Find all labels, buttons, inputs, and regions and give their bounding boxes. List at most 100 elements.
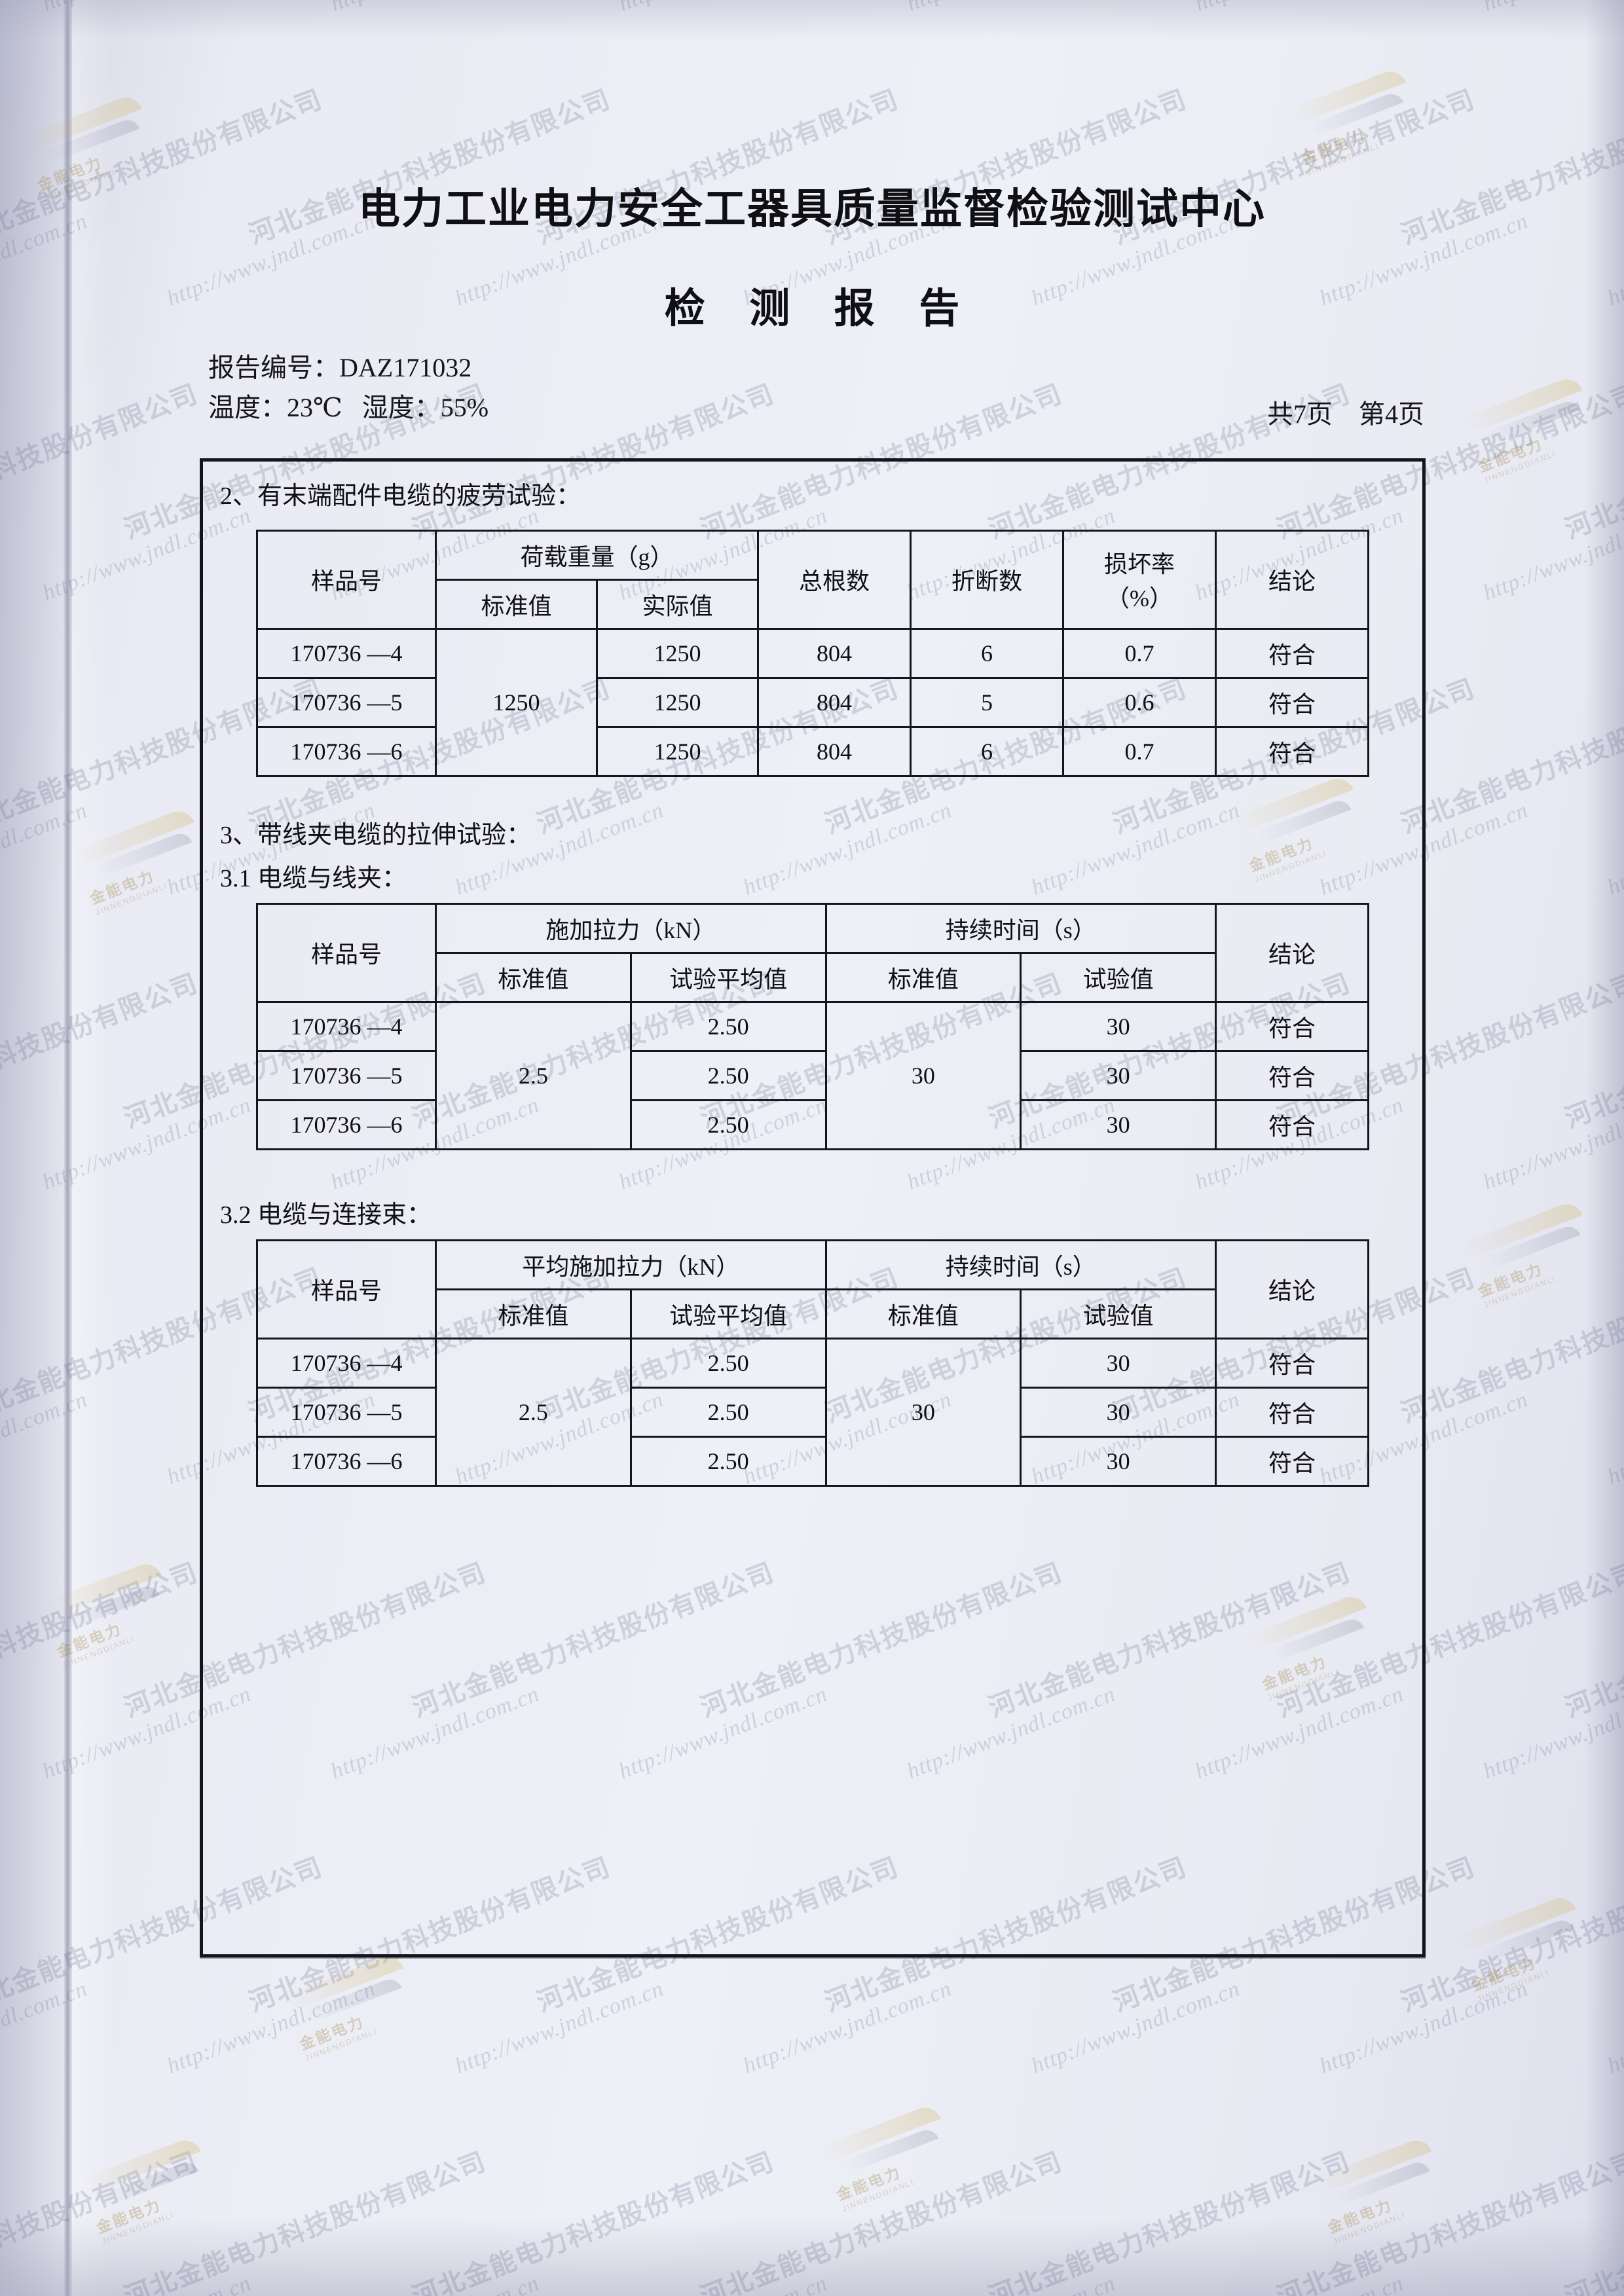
header-conclusion: 结论 — [1215, 902, 1369, 1003]
table-row: 170736 —4 1250 1250 804 6 0.7 符合 — [256, 627, 1369, 777]
cell-conclusion: 符合 — [1215, 1337, 1369, 1389]
table-row: 170736 —5 1250 804 5 0.6 符合 — [256, 676, 1369, 728]
cell-force-standard: 2.5 — [435, 1337, 632, 1487]
cell-standard-value: 1250 — [435, 627, 598, 777]
subheader-force-average: 试验平均值 — [629, 951, 827, 1003]
cell-broken-count: 6 — [910, 725, 1064, 777]
subheader-time-standard: 标准值 — [824, 951, 1022, 1003]
cell-conclusion: 符合 — [1215, 1435, 1369, 1487]
cell-total-count: 804 — [757, 676, 912, 728]
page-title: 电力工业电力安全工器具质量监督检验测试中心 — [358, 186, 1266, 232]
cell-conclusion: 符合 — [1215, 1099, 1369, 1150]
subheader-force-standard: 标准值 — [435, 1288, 632, 1339]
environment-conditions: 温度：23℃ 湿度：55% — [208, 392, 489, 422]
table-row: 170736 —5 2.50 30 符合 — [256, 1049, 1369, 1101]
cell-force-average: 2.50 — [629, 1049, 827, 1101]
cell-time-value: 30 — [1020, 1099, 1217, 1150]
cell-force-average: 2.50 — [629, 1337, 827, 1389]
cell-force-standard: 2.5 — [435, 1000, 632, 1150]
section-gap — [203, 777, 1422, 816]
cell-actual-value: 1250 — [596, 725, 759, 777]
table-header-row: 样品号 荷载重量（g） 总根数 折断数 损坏率 （%） 结论 — [256, 529, 1369, 630]
cell-time-value: 30 — [1020, 1049, 1217, 1101]
table-row: 170736 —4 2.5 2.50 30 30 符合 — [256, 1337, 1369, 1487]
page-gutter-fold-line — [63, 0, 72, 2296]
table-header-row: 样品号 施加拉力（kN） 持续时间（s） 结论 — [256, 902, 1369, 1003]
header-duration: 持续时间（s） — [824, 1239, 1217, 1290]
section-heading-fatigue-test: 2、有末端配件电缆的疲劳试验： — [220, 483, 581, 510]
cell-time-value: 30 — [1020, 1000, 1217, 1052]
page-edge-shadow-top — [0, 0, 1624, 39]
cell-sample-no: 170736 —5 — [256, 1049, 437, 1101]
cell-time-value: 30 — [1020, 1435, 1217, 1487]
cell-conclusion: 符合 — [1215, 725, 1369, 777]
cell-sample-no: 170736 —6 — [256, 1435, 437, 1487]
page-edge-shadow-bottom — [0, 2217, 1624, 2296]
header-applied-force: 施加拉力（kN） — [435, 902, 827, 954]
cell-force-average: 2.50 — [629, 1099, 827, 1150]
table-subheader-row: 标准值 试验平均值 标准值 试验值 — [257, 1288, 1369, 1339]
cell-force-average: 2.50 — [629, 1386, 827, 1438]
page-edge-shadow-right — [1585, 0, 1624, 2296]
cell-conclusion: 符合 — [1215, 1386, 1369, 1438]
cell-force-average: 2.50 — [629, 1000, 827, 1052]
subsection-heading-cable-clamp: 3.1 电缆与线夹： — [220, 864, 407, 892]
table-row: 170736 —5 2.50 30 符合 — [256, 1386, 1369, 1438]
cell-broken-count: 5 — [910, 676, 1064, 728]
cell-total-count: 804 — [757, 627, 912, 679]
cell-force-average: 2.50 — [629, 1435, 827, 1487]
header-duration: 持续时间（s） — [824, 902, 1217, 954]
cell-sample-no: 170736 —6 — [256, 725, 437, 777]
header-load-weight: 荷载重量（g） — [435, 529, 759, 581]
header-sample-no: 样品号 — [256, 1239, 437, 1339]
cell-conclusion: 符合 — [1215, 1000, 1369, 1052]
frame-bottom-space — [203, 1487, 1422, 1565]
subheader-force-average: 试验平均值 — [629, 1288, 827, 1339]
header-sample-no: 样品号 — [256, 902, 437, 1003]
cell-broken-count: 6 — [910, 627, 1064, 679]
section-heading-tensile-test: 3、带线夹电缆的拉伸试验： — [220, 821, 532, 849]
cell-damage-rate: 0.7 — [1062, 725, 1217, 777]
report-number: 报告编号：DAZ171032 — [208, 353, 472, 382]
cell-sample-no: 170736 —5 — [256, 676, 437, 728]
cell-sample-no: 170736 —4 — [256, 627, 437, 679]
cell-actual-value: 1250 — [596, 627, 759, 679]
cell-damage-rate: 0.7 — [1062, 627, 1217, 679]
header-sample-no: 样品号 — [256, 529, 437, 630]
report-meta: 报告编号：DAZ171032 温度：23℃ 湿度：55% — [208, 348, 489, 428]
cell-time-value: 30 — [1020, 1337, 1217, 1389]
cell-actual-value: 1250 — [596, 676, 759, 728]
header-conclusion: 结论 — [1215, 529, 1369, 630]
header-total-count: 总根数 — [757, 529, 912, 630]
cell-time-standard: 30 — [824, 1337, 1022, 1487]
pagination: 共7页 第4页 — [1267, 399, 1424, 429]
table-subheader-row: 标准值 试验平均值 标准值 试验值 — [257, 951, 1369, 1003]
cell-sample-no: 170736 —4 — [256, 1337, 437, 1389]
cell-conclusion: 符合 — [1215, 1049, 1369, 1101]
cell-total-count: 804 — [757, 725, 912, 777]
table-header-row: 样品号 平均施加拉力（kN） 持续时间（s） 结论 — [256, 1239, 1369, 1339]
cell-sample-no: 170736 —5 — [256, 1386, 437, 1438]
table-subheader-row: 标准值 实际值 — [257, 578, 1369, 630]
cell-time-standard: 30 — [824, 1000, 1022, 1150]
section-gap — [203, 1150, 1422, 1196]
cell-damage-rate: 0.6 — [1062, 676, 1217, 728]
subheader-force-standard: 标准值 — [435, 951, 632, 1003]
subsection-heading-cable-bundle: 3.2 电缆与连接束： — [220, 1201, 432, 1229]
page-gutter-shadow-outer — [0, 0, 63, 2296]
subheader-time-standard: 标准值 — [824, 1288, 1022, 1339]
report-body-frame: 2、有末端配件电缆的疲劳试验： 样品号 荷载重量（g） 总根数 折断数 损坏率 （%） 结论标… — [200, 458, 1426, 1958]
table-row: 170736 —6 2.50 30 符合 — [256, 1435, 1369, 1487]
fatigue-test-table: 样品号 荷载重量（g） 总根数 折断数 损坏率 （%） 结论 标准值 实际值 170736 —4 1… — [256, 529, 1369, 777]
cell-time-value: 30 — [1020, 1386, 1217, 1438]
table-row: 170736 —6 1250 804 6 0.7 符合 — [256, 725, 1369, 777]
cell-conclusion: 符合 — [1215, 627, 1369, 679]
cable-bundle-tensile-table: 样品号 平均施加拉力（kN） 持续时间（s） 结论 标准值 试验平均值 标准值 试验值 1707… — [256, 1239, 1369, 1487]
page-gutter-highlight — [72, 0, 111, 2296]
subheader-actual-value: 实际值 — [596, 578, 759, 630]
header-average-applied-force: 平均施加拉力（kN） — [435, 1239, 827, 1290]
cell-conclusion: 符合 — [1215, 676, 1369, 728]
table-row: 170736 —4 2.5 2.50 30 30 符合 — [256, 1000, 1369, 1150]
header-damage-rate: 损坏率 （%） — [1062, 529, 1217, 630]
